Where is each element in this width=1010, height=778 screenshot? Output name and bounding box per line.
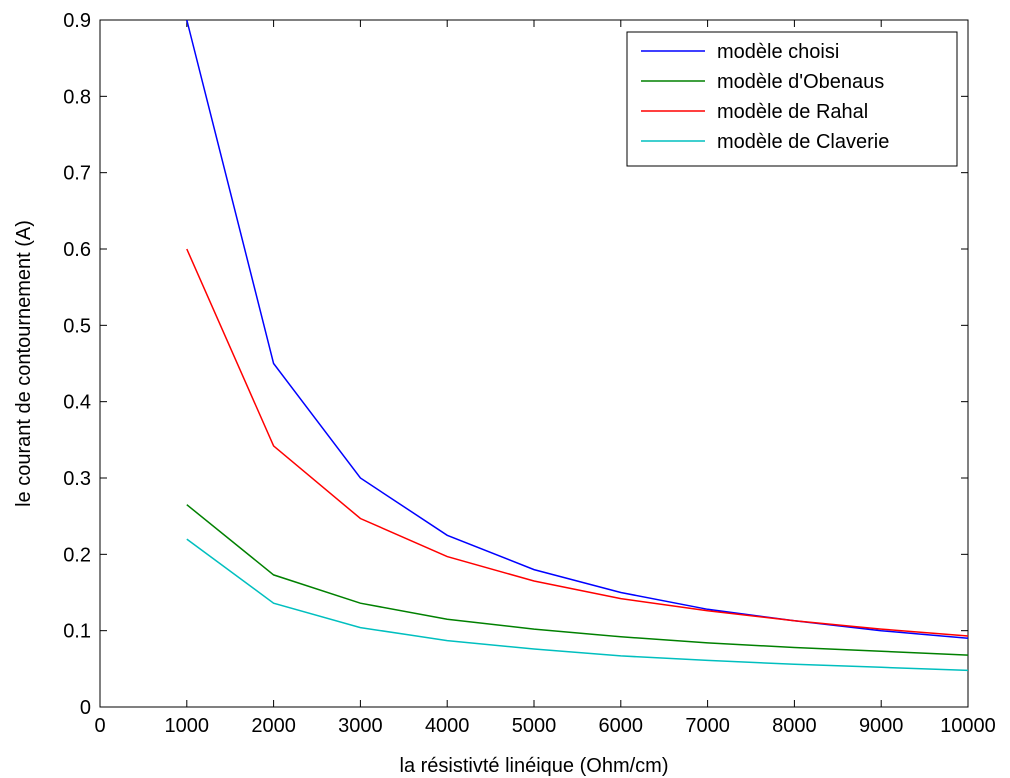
legend-box	[626, 31, 958, 167]
y-tick-label: 0.6	[63, 239, 91, 261]
series-line-0	[186, 19, 969, 640]
series-line-2	[186, 248, 969, 637]
x-tick-label: 1000	[165, 715, 210, 737]
x-tick-label: 5000	[512, 715, 557, 737]
legend-label: modèle d'Obenaus	[717, 71, 884, 93]
x-axis: 0 1000 2000 3000 4000 5000 6000 7000 8000 9000 100…	[94, 20, 996, 737]
y-tick-label: 0.3	[63, 468, 91, 490]
x-tick-label: 10000	[940, 715, 996, 737]
x-axis-title: la résistivté linéique (Ohm/cm)	[400, 755, 669, 777]
x-tick-label: 0	[94, 715, 105, 737]
x-tick-label: 4000	[425, 715, 470, 737]
y-tick-label: 0.5	[63, 315, 91, 337]
y-axis: 0 0.1 0.2 0.3 0.4 0.5 0.6 0.7 0.8 0.9	[63, 10, 968, 719]
y-tick-label: 0.4	[63, 392, 91, 414]
legend: modèle choisi modèle d'Obenaus modèle de R…	[626, 31, 958, 167]
y-tick-label: 0.7	[63, 163, 91, 185]
x-tick-label: 7000	[685, 715, 730, 737]
series-group	[186, 19, 969, 672]
legend-label: modèle choisi	[717, 41, 839, 63]
x-tick-label: 3000	[338, 715, 383, 737]
x-tick-label: 9000	[859, 715, 904, 737]
y-tick-label: 0.9	[63, 10, 91, 32]
series-line-3	[186, 538, 969, 672]
legend-label: modèle de Claverie	[717, 131, 889, 153]
series-line-1	[186, 504, 969, 656]
y-tick-label: 0.1	[63, 621, 91, 643]
y-tick-label: 0	[80, 697, 91, 719]
x-tick-label: 6000	[599, 715, 644, 737]
x-tick-label: 8000	[772, 715, 817, 737]
legend-label: modèle de Rahal	[717, 101, 868, 123]
y-tick-label: 0.2	[63, 544, 91, 566]
x-tick-label: 2000	[251, 715, 296, 737]
y-axis-title: le courant de contournement (A)	[13, 220, 35, 507]
y-tick-label: 0.8	[63, 86, 91, 108]
